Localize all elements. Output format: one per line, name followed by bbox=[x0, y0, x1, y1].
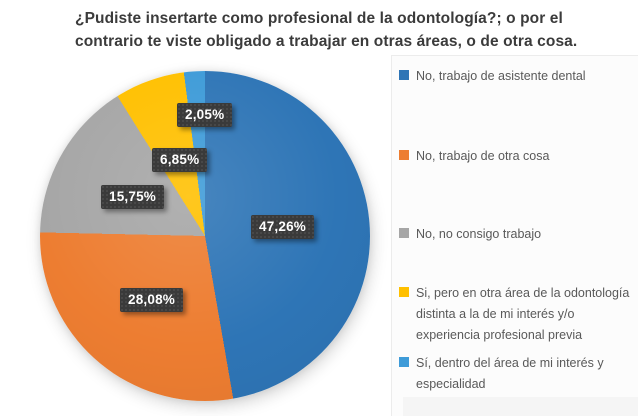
legend-swatch-icon bbox=[399, 287, 409, 297]
legend-item-label: No, trabajo de otra cosa bbox=[416, 149, 550, 163]
legend-swatch-icon bbox=[399, 150, 409, 160]
legend-swatch-icon bbox=[399, 70, 409, 80]
chart-title-line2: contrario te viste obligado a trabajar e… bbox=[75, 33, 578, 50]
legend-item-si-area-interes[interactable]: Sí, dentro del área de mi interés y espe… bbox=[399, 353, 633, 395]
legend-panel: No, trabajo de asistente dental No, trab… bbox=[391, 55, 638, 416]
data-label-si-otra-area[interactable]: 6,85% bbox=[152, 148, 208, 172]
legend-swatch-icon bbox=[399, 357, 409, 367]
legend-item-no-otra-cosa[interactable]: No, trabajo de otra cosa bbox=[399, 146, 633, 167]
legend-item-no-consigo-trabajo[interactable]: No, no consigo trabajo bbox=[399, 224, 633, 245]
legend-item-label: Si, pero en otra área de la odontología … bbox=[416, 286, 630, 342]
legend-item-label: No, no consigo trabajo bbox=[416, 227, 542, 241]
chart-title-line1: ¿Pudiste insertarte como profesional de … bbox=[75, 10, 563, 27]
legend-item-no-asistente-dental[interactable]: No, trabajo de asistente dental bbox=[399, 66, 633, 87]
legend-item-si-otra-area[interactable]: Si, pero en otra área de la odontología … bbox=[399, 283, 633, 346]
bottom-strip bbox=[403, 397, 638, 416]
chart-title: ¿Pudiste insertarte como profesional de … bbox=[75, 7, 615, 53]
legend-item-label: No, trabajo de asistente dental bbox=[416, 69, 586, 83]
legend-item-label: Sí, dentro del área de mi interés y espe… bbox=[416, 356, 604, 391]
data-label-no-consigo-trabajo[interactable]: 15,75% bbox=[101, 185, 164, 209]
data-label-no-asistente-dental[interactable]: 47,26% bbox=[251, 215, 314, 239]
data-label-no-otra-cosa[interactable]: 28,08% bbox=[120, 288, 183, 312]
data-label-si-area-interes[interactable]: 2,05% bbox=[177, 103, 233, 127]
legend-swatch-icon bbox=[399, 228, 409, 238]
